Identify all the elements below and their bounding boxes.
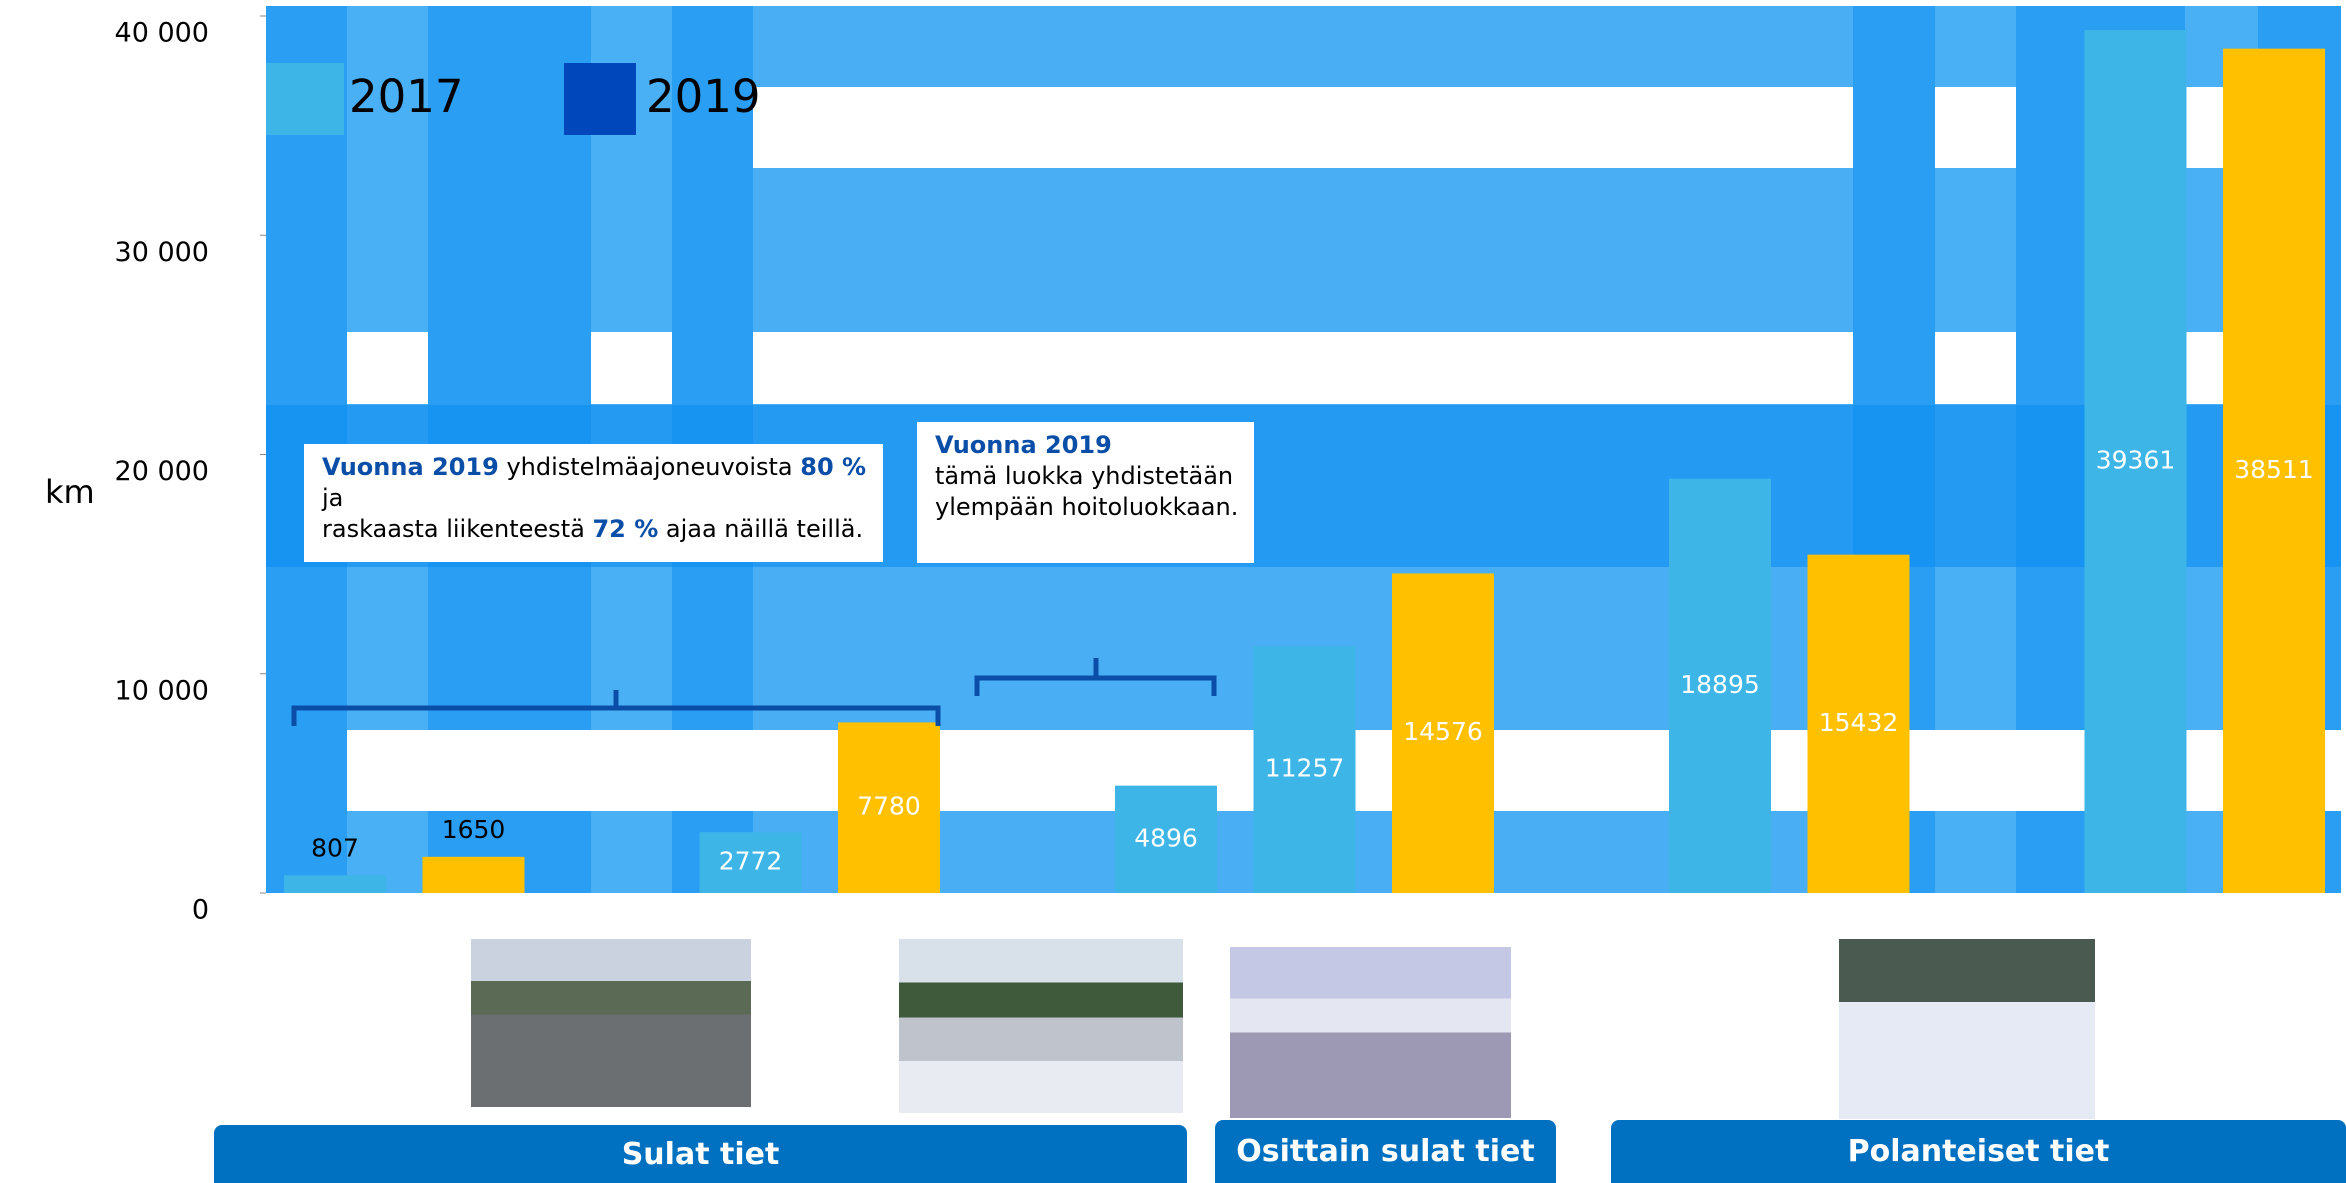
legend-label: 2017	[349, 70, 464, 123]
y-axis-label: km	[45, 473, 95, 511]
data-label: 18895	[1680, 670, 1760, 699]
data-label: 11257	[1265, 754, 1345, 783]
bar	[838, 722, 940, 893]
road-photo	[1839, 939, 2095, 1119]
legend-label: 2019	[646, 70, 761, 123]
legend-swatch	[564, 63, 636, 135]
road-group-label: Osittain sulat tiet	[1215, 1120, 1556, 1183]
annotation-text: 72 %	[592, 515, 659, 543]
y-tick-label: 40 000	[115, 18, 209, 49]
road-photo	[1230, 947, 1511, 1118]
annotation-text: yhdistelmäajoneuvoista	[498, 453, 801, 481]
braces	[291, 658, 1217, 726]
data-label: 2772	[719, 847, 783, 876]
legend-swatch	[266, 63, 344, 135]
annotation-line: raskaasta liikenteestä 72 % ajaa näillä …	[322, 514, 865, 545]
data-label: 4896	[1134, 823, 1198, 852]
annotation: Vuonna 2019 yhdistelmäajoneuvoista 80 % j…	[304, 444, 883, 562]
data-label: 38511	[2234, 455, 2314, 484]
annotation-line: Vuonna 2019	[935, 430, 1236, 461]
bar	[1669, 478, 1771, 893]
annotation-text: tämä luokka yhdistetään	[935, 462, 1234, 490]
annotation-line: tämä luokka yhdistetään	[935, 461, 1236, 492]
annotation-text: ajaa näillä teillä.	[658, 515, 864, 543]
road-photo	[471, 939, 751, 1107]
data-label: 1650	[442, 815, 506, 844]
road-group-label: Polanteiset tiet	[1611, 1120, 2346, 1183]
bar	[699, 832, 802, 893]
data-label: 7780	[857, 792, 921, 821]
annotation-line: Vuonna 2019 yhdistelmäajoneuvoista 80 %	[322, 452, 867, 483]
bar	[284, 875, 386, 893]
y-tick-label: 30 000	[115, 237, 209, 268]
annotation-text: Vuonna 2019	[935, 431, 1112, 459]
annotation-text: raskaasta liikenteestä	[322, 515, 593, 543]
annotation-line: ja	[322, 483, 865, 514]
annotation-text: 80 %	[800, 453, 867, 481]
data-label: 39361	[2096, 446, 2176, 475]
annotation-text: Vuonna 2019	[322, 453, 499, 481]
bar	[1807, 554, 1910, 893]
bar	[1392, 573, 1494, 893]
annotation: Vuonna 2019 tämä luokka yhdistetään ylempä…	[917, 422, 1254, 563]
bar	[2084, 30, 2187, 894]
bar	[422, 856, 525, 893]
data-label: 15432	[1819, 708, 1899, 737]
road-group-label: Sulat tiet	[214, 1125, 1187, 1183]
y-tick-label: 20 000	[115, 456, 209, 487]
bar	[1115, 785, 1217, 893]
data-label: 14576	[1403, 717, 1483, 746]
bar	[2223, 48, 2325, 894]
road-photo	[899, 939, 1183, 1113]
annotation-line: ylempään hoitoluokkaan.	[935, 492, 1239, 523]
y-tick-label: 0	[192, 895, 209, 926]
annotation-text: ylempään hoitoluokkaan.	[935, 493, 1239, 521]
bar	[1253, 646, 1356, 893]
annotation-text: ja	[322, 484, 344, 512]
data-label: 807	[311, 833, 359, 862]
y-tick-label: 10 000	[115, 675, 209, 706]
